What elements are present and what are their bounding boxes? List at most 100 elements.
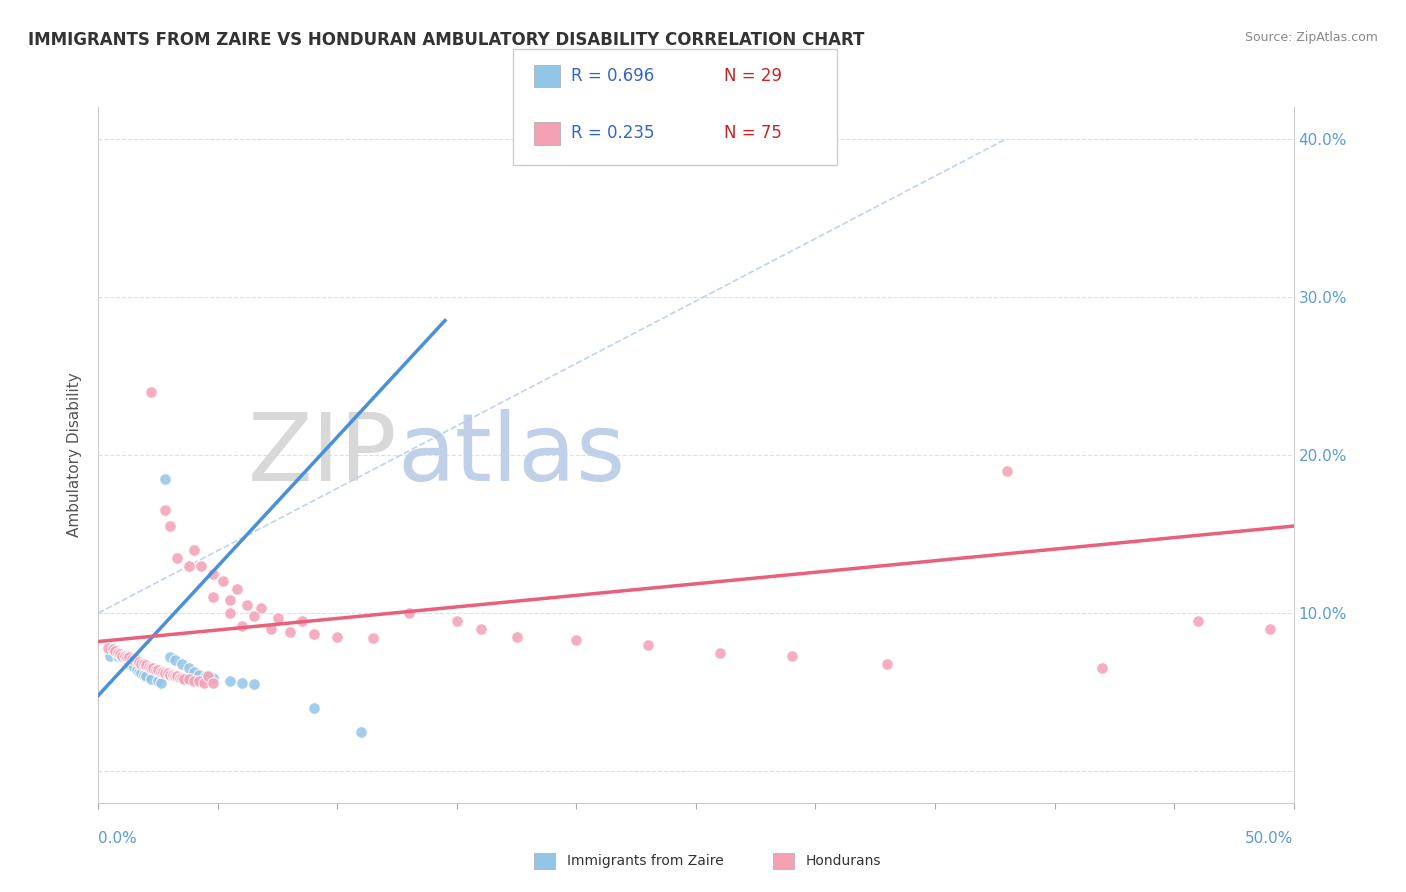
Point xyxy=(149,675,172,690)
Point xyxy=(98,648,122,663)
Point xyxy=(163,653,186,667)
Point xyxy=(125,653,148,667)
Point xyxy=(159,650,181,665)
Point xyxy=(183,665,205,679)
Point xyxy=(350,724,373,739)
Point xyxy=(195,669,218,683)
Text: Immigrants from Zaire: Immigrants from Zaire xyxy=(567,854,723,868)
Point xyxy=(231,675,253,690)
Point xyxy=(187,667,209,681)
Point xyxy=(278,625,301,640)
Point xyxy=(131,657,153,671)
Point xyxy=(155,472,177,486)
Point xyxy=(709,646,731,660)
Point xyxy=(135,658,157,673)
Point xyxy=(302,701,325,715)
Point xyxy=(97,640,120,655)
Point xyxy=(470,622,492,636)
Point xyxy=(243,609,266,624)
Point xyxy=(121,658,143,673)
Point xyxy=(114,648,136,663)
Point xyxy=(104,644,127,658)
Point xyxy=(179,673,201,687)
Text: N = 75: N = 75 xyxy=(724,124,782,143)
Point xyxy=(183,674,205,689)
Point xyxy=(132,667,155,681)
Point xyxy=(231,618,253,632)
Text: Hondurans: Hondurans xyxy=(806,854,882,868)
Point xyxy=(1258,622,1281,636)
Point xyxy=(363,632,385,646)
Point xyxy=(179,558,201,573)
Point xyxy=(163,669,186,683)
Point xyxy=(169,671,191,685)
Text: 50.0%: 50.0% xyxy=(1246,831,1294,846)
Point xyxy=(101,642,124,657)
Point xyxy=(131,666,153,681)
Point xyxy=(159,519,181,533)
Text: atlas: atlas xyxy=(398,409,626,501)
Point xyxy=(1187,614,1209,628)
Point xyxy=(197,669,219,683)
Point xyxy=(162,667,184,681)
Point xyxy=(118,650,141,665)
Point xyxy=(128,655,150,669)
Point xyxy=(398,606,420,620)
Text: Source: ZipAtlas.com: Source: ZipAtlas.com xyxy=(1244,31,1378,45)
Point xyxy=(115,650,138,665)
Point xyxy=(155,503,177,517)
Point xyxy=(166,550,188,565)
Point xyxy=(107,646,129,660)
Text: IMMIGRANTS FROM ZAIRE VS HONDURAN AMBULATORY DISABILITY CORRELATION CHART: IMMIGRANTS FROM ZAIRE VS HONDURAN AMBULA… xyxy=(28,31,865,49)
Point xyxy=(124,653,146,667)
Point xyxy=(148,663,170,677)
Point xyxy=(243,677,266,691)
Point xyxy=(267,611,290,625)
Point xyxy=(118,657,141,671)
Point xyxy=(202,671,225,685)
Point xyxy=(202,591,225,605)
Point xyxy=(148,674,170,689)
Point xyxy=(145,663,167,677)
Point xyxy=(219,674,242,689)
Y-axis label: Ambulatory Disability: Ambulatory Disability xyxy=(67,373,83,537)
Text: 0.0%: 0.0% xyxy=(98,831,138,846)
Point xyxy=(187,674,209,689)
Point xyxy=(172,657,194,671)
Point xyxy=(219,606,242,620)
Point xyxy=(219,593,242,607)
Point xyxy=(179,661,201,675)
Point xyxy=(108,647,131,661)
Point xyxy=(211,574,233,589)
Point xyxy=(124,660,146,674)
Point xyxy=(111,650,134,665)
Point xyxy=(183,542,205,557)
Point xyxy=(202,566,225,581)
Point xyxy=(107,648,129,663)
Point xyxy=(876,657,898,671)
Point xyxy=(173,673,195,687)
Point xyxy=(125,663,148,677)
Point xyxy=(565,632,588,647)
Point xyxy=(132,657,155,671)
Point xyxy=(780,648,803,663)
Point xyxy=(226,582,249,597)
Point xyxy=(190,558,212,573)
Point xyxy=(446,614,468,628)
Point xyxy=(138,660,160,674)
Point xyxy=(149,665,172,679)
Point xyxy=(193,675,215,690)
Point xyxy=(326,630,349,644)
Text: R = 0.235: R = 0.235 xyxy=(571,124,654,143)
Text: ZIP: ZIP xyxy=(247,409,398,501)
Point xyxy=(156,666,179,681)
Point xyxy=(121,652,143,666)
Point xyxy=(250,601,273,615)
Point xyxy=(128,665,150,679)
Point xyxy=(155,666,177,681)
Point xyxy=(152,665,174,679)
Point xyxy=(111,648,134,663)
Point xyxy=(172,671,194,685)
Point xyxy=(166,669,188,683)
Point xyxy=(139,661,162,675)
